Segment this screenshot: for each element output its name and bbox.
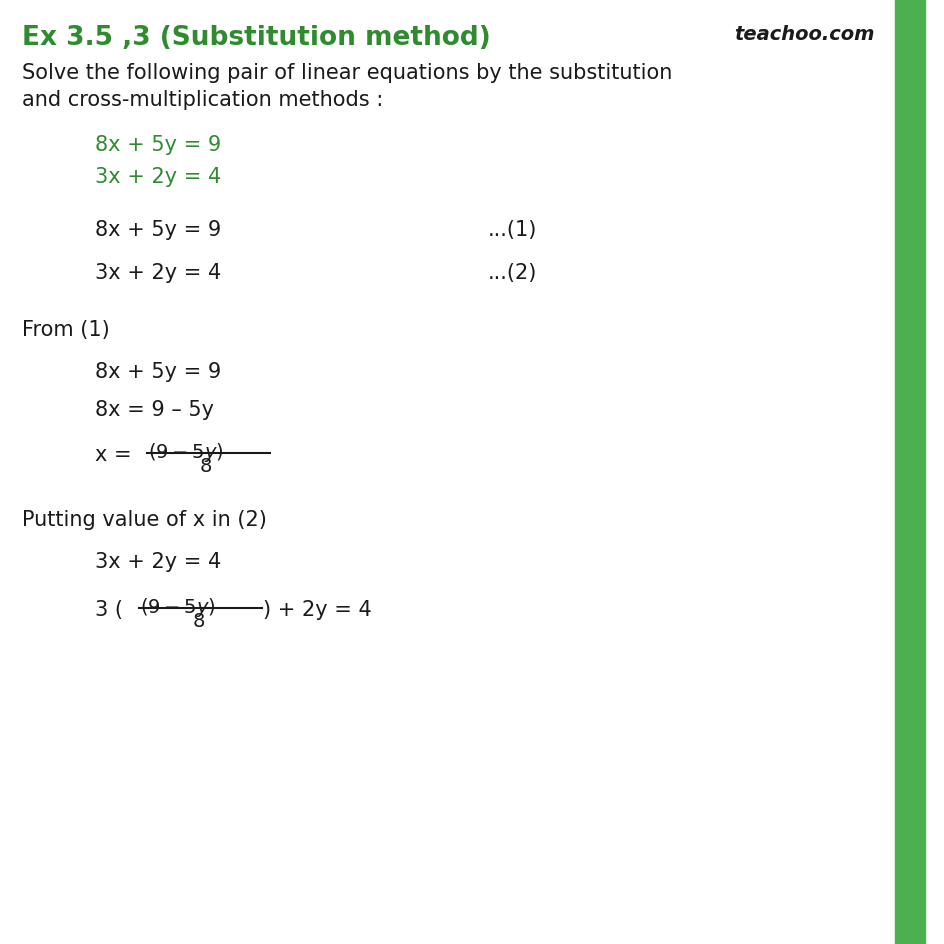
Text: 8x + 5y = 9: 8x + 5y = 9 <box>95 220 221 240</box>
Text: $(9-5y)$: $(9-5y)$ <box>140 596 215 618</box>
Text: 8x + 5y = 9: 8x + 5y = 9 <box>95 362 221 381</box>
Text: Ex 3.5 ,3 (Substitution method): Ex 3.5 ,3 (Substitution method) <box>22 25 490 51</box>
Text: Solve the following pair of linear equations by the substitution: Solve the following pair of linear equat… <box>22 63 672 83</box>
Text: ) + 2y = 4: ) + 2y = 4 <box>262 599 371 619</box>
Text: 8x + 5y = 9: 8x + 5y = 9 <box>95 135 221 155</box>
Text: x =: x = <box>95 445 138 464</box>
Text: 3 (: 3 ( <box>95 599 123 619</box>
Text: 3x + 2y = 4: 3x + 2y = 4 <box>95 551 221 571</box>
Text: and cross-multiplication methods :: and cross-multiplication methods : <box>22 90 383 110</box>
Text: ...(1): ...(1) <box>487 220 537 240</box>
Text: From (1): From (1) <box>22 320 110 340</box>
Text: 8: 8 <box>193 612 205 631</box>
Text: 3x + 2y = 4: 3x + 2y = 4 <box>95 167 221 187</box>
Text: Putting value of x in (2): Putting value of x in (2) <box>22 510 266 530</box>
Text: ...(2): ...(2) <box>487 262 537 282</box>
Text: 3x + 2y = 4: 3x + 2y = 4 <box>95 262 221 282</box>
Text: teachoo.com: teachoo.com <box>733 25 874 44</box>
Bar <box>894 0 924 944</box>
Text: 8x = 9 – 5y: 8x = 9 – 5y <box>95 399 213 419</box>
Text: 8: 8 <box>200 457 212 476</box>
Text: $(9-5y)$: $(9-5y)$ <box>148 441 224 464</box>
